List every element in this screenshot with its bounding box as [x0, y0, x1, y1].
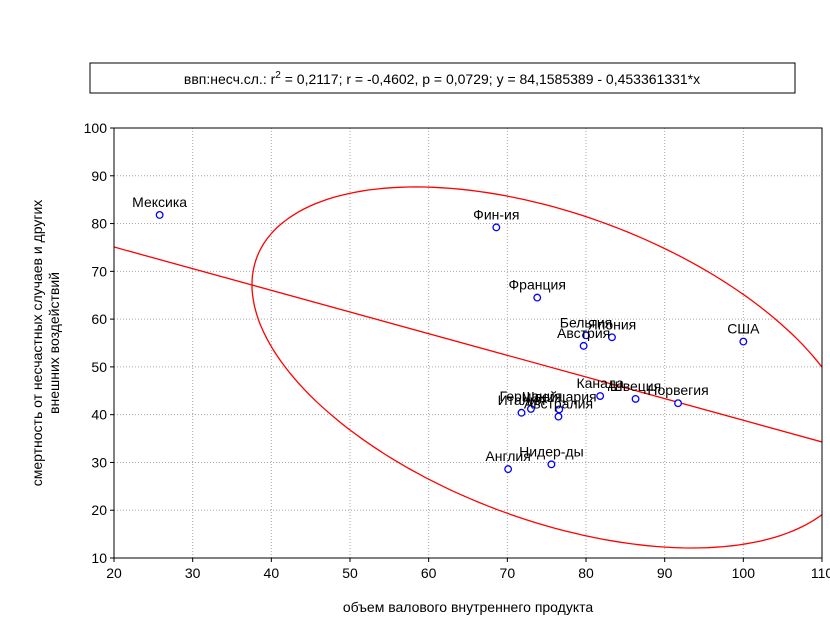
y-tick-label: 50 — [91, 359, 107, 375]
data-point — [533, 293, 542, 302]
point-label: Италия — [498, 392, 546, 408]
y-tick-label: 100 — [84, 120, 108, 136]
point-label: Германия — [500, 388, 563, 404]
data-point — [596, 392, 605, 400]
data-point — [739, 337, 748, 346]
point-label: Франция — [509, 277, 566, 293]
point-label: Англия — [485, 448, 530, 464]
point-label: Швейцария — [522, 388, 597, 404]
point-labels: Мексика Фин-ия Франция БельгияЯпонияАвстрия… — [132, 194, 760, 464]
y-tick-label: 60 — [91, 311, 107, 327]
y-tick-label: 40 — [91, 407, 107, 423]
x-tick-label: 80 — [578, 565, 594, 581]
data-points — [155, 211, 748, 474]
y-tick-label: 10 — [91, 550, 107, 566]
x-tick-label: 90 — [657, 565, 673, 581]
point-label: Нидер-ды — [519, 443, 584, 459]
point-label: Канада — [576, 375, 624, 391]
regression-line — [114, 246, 822, 443]
y-axis-label: смертность от несчастных случаев и други… — [29, 200, 62, 487]
x-tick-label: 40 — [264, 565, 280, 581]
y-tick-labels: 10 20 30 40 50 60 70 80 90 100 — [84, 120, 114, 566]
data-point — [608, 333, 616, 342]
x-tick-label: 20 — [106, 565, 122, 581]
chart-title: ввп:несч.сл.: r2 = 0,2117; r = -0,4602, … — [184, 70, 700, 87]
y-tick-label: 30 — [91, 454, 107, 470]
data-point — [504, 465, 513, 474]
x-tick-labels: 20 30 40 50 60 70 80 90 100 110 — [106, 558, 830, 581]
x-tick-label: 110 — [811, 565, 830, 581]
title-box — [89, 62, 796, 94]
data-point — [579, 341, 588, 350]
y-tick-label: 80 — [91, 216, 107, 232]
data-point — [554, 412, 563, 421]
point-label: Япония — [588, 316, 637, 332]
data-point — [582, 331, 590, 340]
y-axis-label-line-2: внешних воздействий — [46, 272, 62, 414]
data-point — [492, 223, 501, 232]
y-axis-label-line-1: смертность от несчастных случаев и други… — [29, 200, 45, 487]
y-tick-label: 90 — [91, 168, 107, 184]
point-label: Австралия — [524, 396, 593, 412]
plot-frame — [113, 127, 823, 559]
x-tick-label: 100 — [732, 565, 756, 581]
y-tick-label: 20 — [91, 502, 107, 518]
y-tick-label: 70 — [91, 263, 107, 279]
data-point — [674, 399, 682, 408]
point-label: Норвегия — [647, 382, 708, 398]
point-label: США — [727, 321, 760, 337]
point-label: Австрия — [557, 325, 610, 341]
title-prefix: ввп:несч.сл.: r — [184, 71, 276, 87]
data-point — [547, 460, 556, 469]
point-label: Бельгия — [560, 314, 612, 330]
grid — [114, 128, 822, 558]
data-point — [517, 408, 526, 417]
data-point — [631, 394, 640, 403]
title-superscript: 2 — [275, 70, 281, 81]
x-axis-label: объем валового внутреннего продукта — [343, 599, 594, 615]
data-point — [526, 404, 535, 413]
x-tick-label: 70 — [500, 565, 516, 581]
x-tick-label: 50 — [342, 565, 358, 581]
data-point — [155, 211, 164, 219]
curves — [114, 186, 822, 549]
title-suffix: = 0,2117; r = -0,4602, p = 0,0729; y = 8… — [281, 71, 700, 87]
point-label: Мексика — [132, 194, 187, 210]
x-tick-label: 60 — [421, 565, 437, 581]
confidence-ellipse — [251, 186, 822, 549]
x-tick-label: 30 — [185, 565, 201, 581]
point-label: Швеция — [610, 378, 661, 394]
point-label: Фин-ия — [473, 206, 519, 222]
